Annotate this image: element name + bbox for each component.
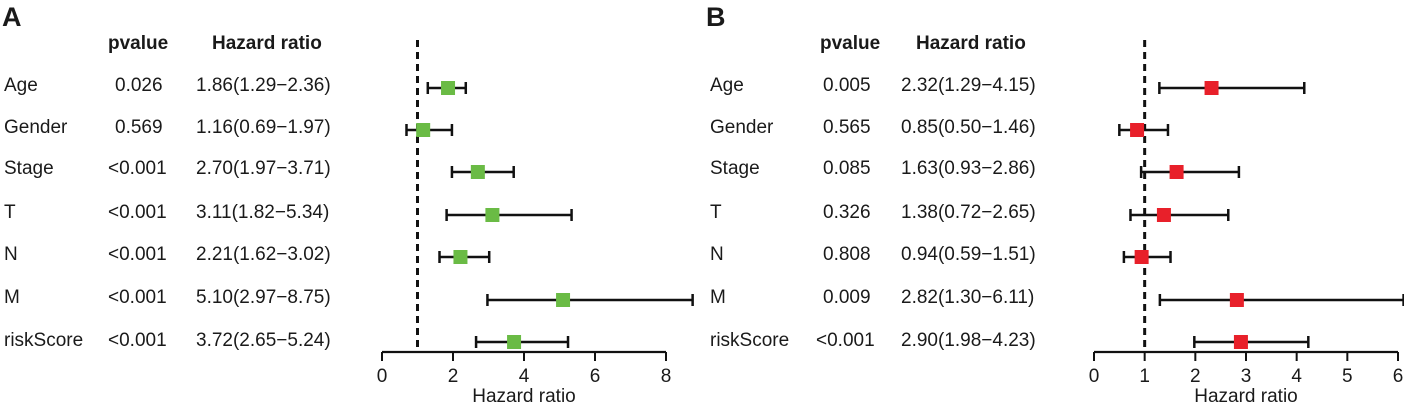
forest-plot-a: 0 2 4 6 8 Hazard ratio	[377, 40, 694, 407]
row-pvalue: <0.001	[108, 244, 167, 265]
hazard-ratio-header: Hazard ratio	[916, 33, 1026, 54]
panel-label: A	[2, 2, 22, 32]
row-hr-text: 2.21(1.62−3.02)	[196, 244, 331, 265]
row-variable-label: Gender	[710, 117, 774, 138]
row-pvalue: <0.001	[108, 158, 167, 179]
hr-point	[453, 250, 468, 264]
hr-point	[1204, 81, 1219, 95]
row-hr-text: 2.32(1.29−4.15)	[901, 75, 1036, 96]
hr-point	[556, 293, 571, 307]
row-hr-text: 2.70(1.97−3.71)	[196, 158, 331, 179]
row-variable-label: Age	[710, 75, 744, 96]
forest-plot-b: 0 1 2 3 4 5 6 Hazard ratio	[1089, 40, 1404, 407]
x-tick-label: 0	[377, 366, 388, 387]
hr-point	[507, 335, 522, 349]
hr-point	[470, 165, 485, 179]
panel-label: B	[706, 2, 726, 32]
row-variable-label: T	[4, 202, 16, 223]
x-tick-label: 8	[661, 366, 672, 387]
pvalue-header: pvalue	[108, 33, 169, 54]
x-axis-title: Hazard ratio	[472, 386, 576, 407]
row-pvalue: <0.001	[816, 330, 875, 351]
hr-point	[441, 81, 456, 95]
x-axis-title: Hazard ratio	[1194, 386, 1298, 407]
row-variable-label: riskScore	[710, 330, 790, 351]
hr-point	[1229, 293, 1244, 307]
x-tick-label: 2	[448, 366, 459, 387]
row-hr-text: 1.63(0.93−2.86)	[901, 158, 1036, 179]
row-pvalue: 0.808	[823, 244, 871, 265]
row-variable-label: Stage	[710, 158, 760, 179]
row-hr-text: 2.82(1.30−6.11)	[901, 287, 1035, 308]
row-pvalue: 0.565	[823, 117, 871, 138]
row-variable-label: N	[4, 244, 18, 265]
x-tick-label: 4	[519, 366, 530, 387]
pvalue-header: pvalue	[820, 33, 881, 54]
hr-point	[1169, 165, 1184, 179]
row-variable-label: T	[710, 202, 722, 223]
row-pvalue: 0.005	[823, 75, 871, 96]
forest-panel-a: A pvalue Hazard ratio Age 0.026 1.86(1.2…	[0, 0, 700, 407]
x-tick-label: 2	[1190, 366, 1201, 387]
row-variable-label: N	[710, 244, 724, 265]
hr-point	[1130, 123, 1145, 137]
row-hr-text: 3.11(1.82−5.34)	[196, 202, 330, 223]
x-tick-label: 5	[1342, 366, 1353, 387]
row-pvalue: 0.085	[823, 158, 871, 179]
x-tick-label: 3	[1241, 366, 1252, 387]
hr-point	[416, 123, 431, 137]
row-variable-label: riskScore	[4, 330, 84, 351]
row-pvalue: 0.569	[115, 117, 163, 138]
row-variable-label: Age	[4, 75, 38, 96]
hr-point	[485, 208, 500, 222]
row-hr-text: 0.94(0.59−1.51)	[901, 244, 1036, 265]
row-hr-text: 2.90(1.98−4.23)	[901, 330, 1036, 351]
row-pvalue: 0.326	[823, 202, 871, 223]
x-tick-label: 1	[1139, 366, 1150, 387]
row-hr-text: 1.38(0.72−2.65)	[901, 202, 1036, 223]
row-pvalue: 0.009	[823, 287, 871, 308]
row-hr-text: 5.10(2.97−8.75)	[196, 287, 331, 308]
x-tick-label: 0	[1089, 366, 1100, 387]
row-hr-text: 0.85(0.50−1.46)	[901, 117, 1036, 138]
forest-panel-b: B pvalue Hazard ratio Age 0.005 2.32(1.2…	[700, 0, 1404, 407]
x-tick-label: 4	[1291, 366, 1302, 387]
row-hr-text: 1.16(0.69−1.97)	[196, 117, 331, 138]
row-hr-text: 3.72(2.65−5.24)	[196, 330, 331, 351]
row-hr-text: 1.86(1.29−2.36)	[196, 75, 331, 96]
x-tick-label: 6	[1393, 366, 1404, 387]
row-variable-label: M	[4, 287, 20, 308]
row-pvalue: <0.001	[108, 287, 167, 308]
hr-point	[1134, 250, 1149, 264]
hr-point	[1233, 335, 1248, 349]
row-variable-label: Stage	[4, 158, 54, 179]
row-variable-label: Gender	[4, 117, 68, 138]
x-tick-label: 6	[590, 366, 601, 387]
row-pvalue: <0.001	[108, 330, 167, 351]
row-pvalue: <0.001	[108, 202, 167, 223]
row-variable-label: M	[710, 287, 726, 308]
row-pvalue: 0.026	[115, 75, 163, 96]
hr-point	[1156, 208, 1171, 222]
hazard-ratio-header: Hazard ratio	[212, 33, 322, 54]
